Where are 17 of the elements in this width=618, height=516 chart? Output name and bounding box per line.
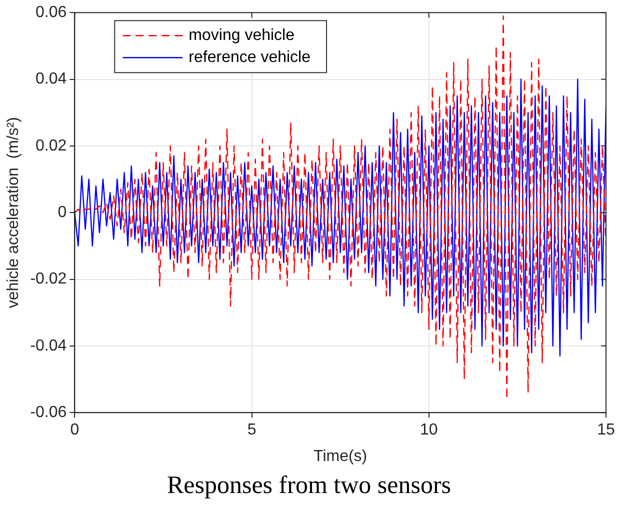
x-tick-label: 0	[70, 422, 80, 439]
x-tick-label: 10	[420, 422, 438, 439]
line-series	[74, 15, 606, 400]
y-tick-label: -0.06	[30, 404, 67, 422]
y-tick-label: 0	[58, 204, 67, 222]
y-tick-label: 0.02	[36, 137, 67, 154]
legend-label: moving vehicle	[188, 27, 295, 44]
x-axis-title: Time(s)	[314, 448, 368, 465]
x-tick-label: 5	[247, 422, 256, 439]
text: Responses from two sensors	[166, 472, 452, 500]
y-tick-label: 0.04	[36, 70, 67, 88]
y-axis-title: vehicle acceleration (m/s²)	[5, 117, 22, 308]
y-tick-label: -0.02	[30, 270, 67, 288]
x-tick-label: 15	[597, 422, 615, 439]
y-tick-label: -0.04	[30, 337, 67, 354]
y-tick-label: 0.06	[36, 4, 67, 22]
legend-label: reference vehicle	[188, 49, 311, 66]
